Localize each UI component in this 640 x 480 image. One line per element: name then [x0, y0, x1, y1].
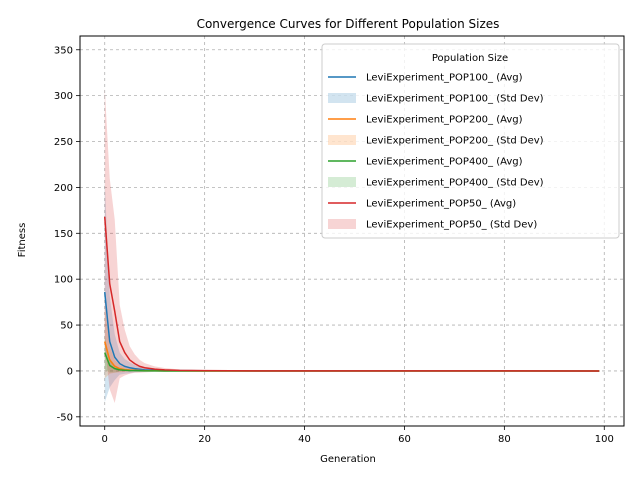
y-tick-label: 200 [54, 183, 73, 194]
legend-std-swatch [328, 177, 356, 187]
y-tick-label: 250 [54, 137, 73, 148]
legend-std-swatch [328, 93, 356, 103]
x-tick-label: 20 [198, 434, 211, 445]
legend-std-label: LeviExperiment_POP400_ (Std Dev) [366, 178, 544, 189]
y-tick-label: 300 [54, 91, 73, 102]
chart-title: Convergence Curves for Different Populat… [197, 17, 500, 31]
x-axis-label: Generation [320, 454, 376, 465]
average-lines [103, 216, 600, 372]
avg-line-LeviExperiment_POP50_ [103, 216, 600, 372]
y-tick-label: 350 [54, 45, 73, 56]
x-tick-label: 80 [498, 434, 511, 445]
x-tick-label: 60 [398, 434, 411, 445]
y-tick-label: 100 [54, 275, 73, 286]
legend-items: LeviExperiment_POP100_ (Avg) LeviExperime… [328, 73, 544, 231]
y-axis-ticks: -50 0 50 100 150 200 250 300 350 [54, 45, 80, 423]
legend-std-label: LeviExperiment_POP200_ (Std Dev) [366, 136, 544, 147]
legend-std-label: LeviExperiment_POP50_ (Std Dev) [366, 220, 537, 231]
legend-std-swatch [328, 219, 356, 229]
legend-avg-label: LeviExperiment_POP200_ (Avg) [366, 115, 523, 126]
x-tick-label: 100 [595, 434, 614, 445]
legend-std-label: LeviExperiment_POP100_ (Std Dev) [366, 94, 544, 105]
legend-std-swatch [328, 135, 356, 145]
legend-avg-label: LeviExperiment_POP400_ (Avg) [366, 157, 523, 168]
legend-box [321, 43, 620, 239]
legend: Population Size LeviExperiment_POP100_ (… [321, 43, 620, 239]
x-tick-label: 40 [298, 434, 311, 445]
y-tick-label: 0 [67, 366, 73, 377]
legend-title: Population Size [432, 53, 508, 64]
legend-avg-label: LeviExperiment_POP50_ (Avg) [366, 199, 516, 210]
y-tick-label: 50 [60, 321, 73, 332]
legend-avg-label: LeviExperiment_POP100_ (Avg) [366, 73, 523, 84]
y-axis-label: Fitness [17, 223, 28, 258]
y-tick-label: 150 [54, 229, 73, 240]
axes-frame [79, 35, 625, 427]
x-axis-ticks: 0 20 40 60 80 100 [102, 426, 614, 445]
y-tick-label: -50 [57, 412, 73, 423]
x-tick-label: 0 [102, 434, 108, 445]
